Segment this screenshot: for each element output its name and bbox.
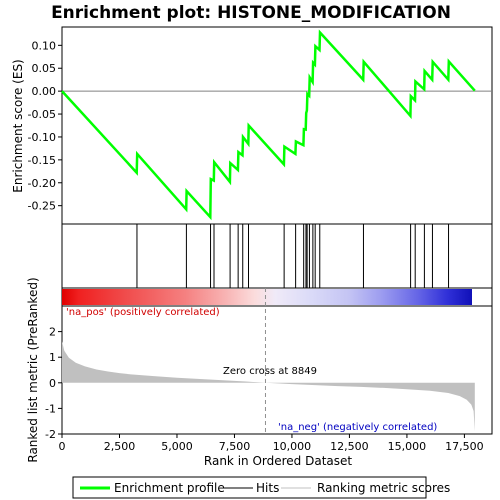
legend-enrichment-label: Enrichment profile — [114, 481, 225, 495]
enrichment-profile-line — [61, 29, 476, 221]
hits-panel — [61, 223, 493, 289]
es-y-tick-label: -0.20 — [28, 177, 56, 190]
metric-y-tick-label: -1 — [45, 402, 56, 415]
es-y-axis-label: Enrichment score (ES) — [11, 59, 25, 192]
es-y-tick-label: 0.00 — [32, 85, 57, 98]
x-tick-label: 7,500 — [219, 440, 251, 453]
metric-y-tick-label: -2 — [45, 428, 56, 441]
hit-marks — [136, 224, 450, 288]
es-y-tick-label: 0.05 — [32, 62, 57, 75]
metric-y-tick-label: 1 — [49, 351, 56, 364]
x-tick-label: 15,000 — [388, 440, 427, 453]
x-axis-label: Rank in Ordered Dataset — [204, 454, 352, 468]
metric-y-tick-label: 2 — [49, 326, 56, 339]
metric-y-axis-label: Ranked list metric (PreRanked) — [26, 277, 40, 462]
metric-y-tick-label: 0 — [49, 377, 56, 390]
x-tick-label: 10,000 — [273, 440, 312, 453]
es-y-tick-label: 0.10 — [32, 39, 57, 52]
legend-hits-label: Hits — [256, 481, 279, 495]
x-axis-ticks: 0 2,500 5,000 7,500 10,000 12,500 15,000 17,500 — [59, 434, 484, 453]
x-tick-label: 0 — [59, 440, 66, 453]
correlation-gradient — [62, 289, 472, 305]
correlation-bar — [61, 287, 493, 307]
metric-panel: 2 1 0 -1 -2 'na_pos' (positively correlated)… — [26, 277, 493, 463]
es-y-tick-label: -0.05 — [28, 108, 56, 121]
metric-y-ticks: 2 1 0 -1 -2 — [45, 326, 62, 441]
x-tick-label: 17,500 — [445, 440, 484, 453]
x-tick-label: 5,000 — [161, 440, 193, 453]
metric-panel-frame — [61, 305, 493, 435]
es-y-ticks: 0.10 0.05 0.00 -0.05 -0.10 -0.15 -0.20 -0.25 — [28, 39, 62, 213]
zero-cross-label: Zero cross at 8849 — [223, 366, 317, 377]
legend-metric-label: Ranking metric scores — [317, 481, 450, 495]
x-tick-label: 12,500 — [330, 440, 369, 453]
es-y-tick-label: -0.10 — [28, 131, 56, 144]
legend: Enrichment profile Hits Ranking metric s… — [72, 476, 450, 499]
positive-correlation-label: 'na_pos' (positively correlated) — [66, 307, 220, 318]
negative-correlation-label: 'na_neg' (negatively correlated) — [278, 422, 437, 433]
es-panel: 0.10 0.05 0.00 -0.05 -0.10 -0.15 -0.20 -0.25 En… — [11, 26, 493, 225]
es-y-tick-label: -0.25 — [28, 200, 56, 213]
ranking-metric-area — [62, 341, 475, 432]
x-tick-label: 2,500 — [104, 440, 136, 453]
hits-panel-frame — [61, 223, 493, 289]
es-y-tick-label: -0.15 — [28, 154, 56, 167]
es-panel-frame — [61, 26, 493, 225]
chart-title: Enrichment plot: HISTONE_MODIFICATION — [51, 3, 451, 23]
